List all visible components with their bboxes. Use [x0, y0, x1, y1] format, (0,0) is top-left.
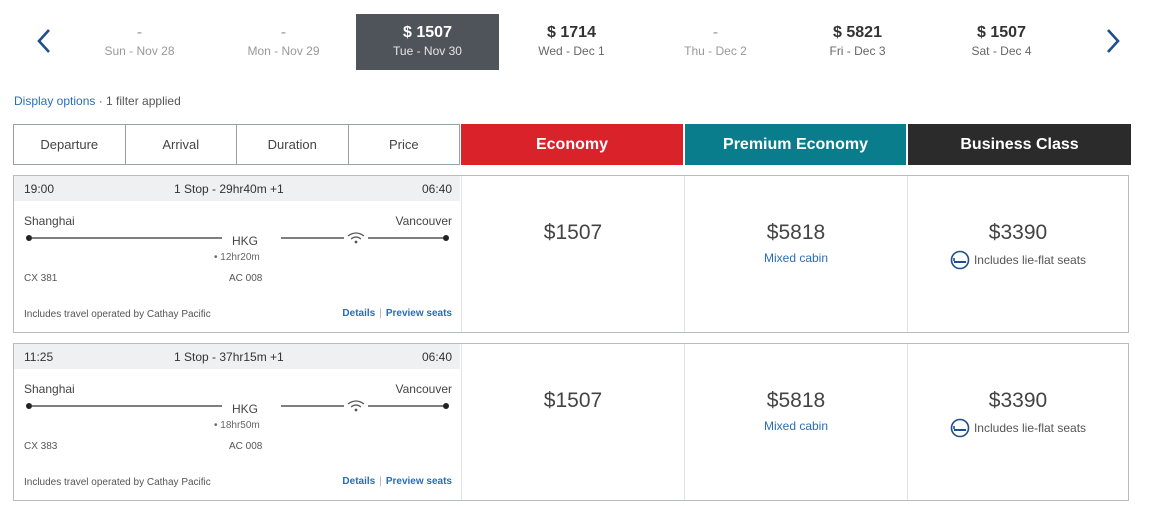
lie-flat-seat-icon	[950, 250, 970, 270]
economy-price: $1507	[543, 389, 603, 412]
premium-economy-price: $5818	[766, 389, 826, 412]
next-dates-button[interactable]	[1097, 24, 1129, 58]
wifi-icon	[347, 232, 365, 244]
display-options-bar: Display options · 1 filter applied	[14, 94, 181, 108]
cabin-header-business-class[interactable]: Business Class	[908, 124, 1131, 165]
lie-flat-feature: Includes lie-flat seats	[950, 250, 1086, 270]
flight-summary-bar: 11:25 1 Stop - 37hr15m +1 06:40	[14, 344, 460, 369]
fare-business-class[interactable]: $3390 Includes lie-flat seats	[907, 344, 1128, 500]
flight-itinerary: 19:00 1 Stop - 29hr40m +1 06:40 Shanghai…	[14, 176, 460, 332]
layover-duration: • 12hr20m	[214, 252, 260, 263]
business-class-price: $3390	[988, 221, 1048, 244]
date-price: -	[712, 24, 719, 41]
details-link[interactable]: Details	[342, 476, 376, 487]
date-price: $ 1507	[403, 24, 452, 41]
departure-time: 11:25	[24, 350, 54, 364]
stops-duration: 1 Stop - 29hr40m +1	[174, 182, 284, 196]
route-line	[26, 231, 450, 245]
results-header: Departure Arrival Duration Price Economy…	[13, 124, 1131, 165]
sort-departure-button[interactable]: Departure	[14, 125, 126, 164]
connection-airport: HKG	[232, 234, 259, 248]
sort-price-button[interactable]: Price	[388, 137, 419, 152]
lie-flat-seat-icon	[950, 418, 970, 438]
date-price: -	[280, 24, 287, 41]
flight-number-first-leg: CX 383	[24, 441, 58, 452]
flight-number-second-leg: AC 008	[229, 441, 263, 452]
economy-price: $1507	[543, 221, 603, 244]
date-label: Fri - Dec 3	[829, 44, 886, 58]
arrival-time: 06:40	[421, 182, 452, 196]
date-price: $ 1507	[977, 24, 1026, 41]
date-option-sat-dec-4[interactable]: $ 1507 Sat - Dec 4	[930, 14, 1073, 70]
operated-by-note: Includes travel operated by Cathay Pacif…	[24, 477, 211, 488]
origin-city: Shanghai	[24, 214, 75, 228]
mixed-cabin-link[interactable]: Mixed cabin	[763, 251, 829, 265]
filter-count-text: · 1 filter applied	[95, 94, 181, 108]
lie-flat-text: Includes lie-flat seats	[973, 421, 1087, 435]
cabin-header-premium-economy[interactable]: Premium Economy	[685, 124, 906, 165]
flight-links: Details | Preview seats	[342, 308, 452, 319]
display-options-link[interactable]: Display options	[14, 94, 96, 108]
previous-dates-button[interactable]	[28, 24, 60, 58]
sort-duration-button[interactable]: Duration	[237, 125, 349, 164]
chevron-right-icon	[1107, 29, 1120, 53]
layover-duration: • 18hr50m	[214, 420, 260, 431]
chevron-left-icon	[37, 29, 50, 53]
date-option-sun-nov-28[interactable]: - Sun - Nov 28	[68, 14, 211, 70]
fare-premium-economy[interactable]: $5818 Mixed cabin	[684, 344, 907, 500]
fare-economy[interactable]: $1507	[461, 176, 684, 332]
date-selector: - Sun - Nov 28 - Mon - Nov 29 $ 1507 Tue…	[0, 0, 1152, 82]
date-option-tue-nov-30[interactable]: $ 1507 Tue - Nov 30	[356, 14, 499, 70]
fare-premium-economy[interactable]: $5818 Mixed cabin	[684, 176, 907, 332]
details-link[interactable]: Details	[342, 308, 376, 319]
operated-by-note: Includes travel operated by Cathay Pacif…	[24, 309, 211, 320]
date-option-wed-dec-1[interactable]: $ 1714 Wed - Dec 1	[500, 14, 643, 70]
date-option-mon-nov-29[interactable]: - Mon - Nov 29	[212, 14, 355, 70]
flight-result-card: 11:25 1 Stop - 37hr15m +1 06:40 Shanghai…	[13, 343, 1129, 501]
flight-number-second-leg: AC 008	[229, 273, 263, 284]
flight-links: Details | Preview seats	[342, 476, 452, 487]
route-line	[26, 399, 450, 413]
date-option-thu-dec-2[interactable]: - Thu - Dec 2	[644, 14, 787, 70]
stops-duration: 1 Stop - 37hr15m +1	[174, 350, 284, 364]
mixed-cabin-link[interactable]: Mixed cabin	[763, 419, 829, 433]
date-price: $ 5821	[833, 24, 882, 41]
flight-result-card: 19:00 1 Stop - 29hr40m +1 06:40 Shanghai…	[13, 175, 1129, 333]
premium-economy-price: $5818	[766, 221, 826, 244]
sort-arrival-button[interactable]: Arrival	[126, 125, 237, 164]
date-price: -	[136, 24, 143, 41]
date-label: Mon - Nov 29	[247, 44, 320, 58]
connection-airport: HKG	[232, 402, 259, 416]
wifi-icon	[347, 400, 365, 412]
preview-seats-link[interactable]: Preview seats	[385, 476, 452, 487]
date-label: Sun - Nov 28	[104, 44, 175, 58]
date-label: Sat - Dec 4	[971, 44, 1032, 58]
departure-time: 19:00	[24, 182, 55, 196]
cabin-header-economy[interactable]: Economy	[461, 124, 683, 165]
date-label: Tue - Nov 30	[393, 44, 462, 58]
destination-city: Vancouver	[395, 214, 452, 228]
lie-flat-text: Includes lie-flat seats	[973, 253, 1087, 267]
business-class-price: $3390	[988, 389, 1048, 412]
date-option-fri-dec-3[interactable]: $ 5821 Fri - Dec 3	[786, 14, 929, 70]
fare-economy[interactable]: $1507	[461, 344, 684, 500]
origin-city: Shanghai	[24, 382, 75, 396]
fare-business-class[interactable]: $3390 Includes lie-flat seats	[907, 176, 1128, 332]
arrival-time: 06:40	[421, 350, 452, 364]
sort-options: Departure Arrival Duration Price	[13, 124, 460, 165]
flight-itinerary: 11:25 1 Stop - 37hr15m +1 06:40 Shanghai…	[14, 344, 460, 500]
date-label: Thu - Dec 2	[684, 44, 747, 58]
destination-city: Vancouver	[395, 382, 452, 396]
lie-flat-feature: Includes lie-flat seats	[950, 418, 1086, 438]
date-label: Wed - Dec 1	[538, 44, 605, 58]
flight-summary-bar: 19:00 1 Stop - 29hr40m +1 06:40	[14, 176, 460, 201]
preview-seats-link[interactable]: Preview seats	[385, 308, 452, 319]
flight-number-first-leg: CX 381	[24, 273, 58, 284]
date-price: $ 1714	[547, 24, 596, 41]
